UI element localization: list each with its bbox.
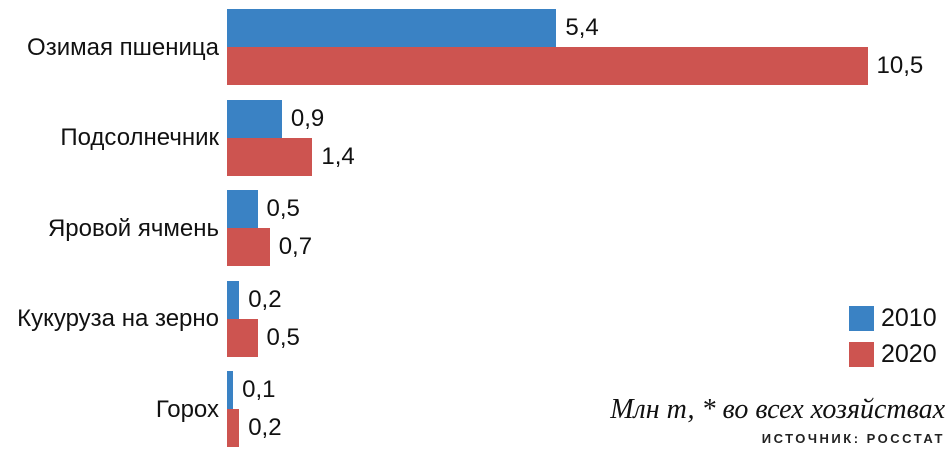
bar-2020[interactable] — [227, 137, 313, 176]
bar-2020[interactable] — [227, 228, 270, 266]
legend-swatch-2020 — [849, 342, 874, 367]
bar-2020[interactable] — [227, 318, 258, 357]
value-label: 0,1 — [242, 376, 276, 403]
units-note: Млн т, * во всех хозяйствах — [610, 394, 945, 425]
value-label: 10,5 — [876, 52, 924, 79]
legend: 2010 2020 — [849, 304, 937, 377]
value-label: 1,4 — [321, 142, 355, 170]
value-label: 0,9 — [290, 104, 325, 132]
legend-item-2020: 2020 — [849, 340, 937, 368]
category-label: Горох — [155, 395, 219, 423]
value-label: 0,5 — [266, 323, 300, 351]
category-label: Яровой ячмень — [47, 214, 219, 242]
category-label: Озимая пшеница — [27, 33, 219, 61]
value-label: 0,5 — [266, 195, 300, 222]
bar-2010[interactable] — [227, 9, 557, 47]
bar-2010[interactable] — [227, 280, 240, 319]
bar-2010[interactable] — [227, 190, 258, 228]
legend-label-2010: 2010 — [881, 304, 937, 332]
legend-swatch-2010 — [849, 306, 874, 331]
value-label: 0,7 — [278, 233, 313, 260]
category-label: Подсолнечник — [60, 124, 219, 151]
bar-2010[interactable] — [227, 371, 234, 409]
bar-2020[interactable] — [227, 409, 240, 447]
category-label: Кукуруза на зерно — [17, 305, 219, 332]
legend-item-2010: 2010 — [849, 304, 937, 332]
legend-label-2020: 2020 — [881, 340, 937, 368]
value-label: 0,2 — [248, 285, 282, 313]
bar-2010[interactable] — [227, 99, 282, 138]
bar-2020[interactable] — [227, 47, 868, 85]
value-label: 0,2 — [248, 414, 282, 441]
source-credit: ИСТОЧНИК: РОССТАТ — [761, 431, 945, 446]
value-label: 5,4 — [565, 14, 599, 41]
